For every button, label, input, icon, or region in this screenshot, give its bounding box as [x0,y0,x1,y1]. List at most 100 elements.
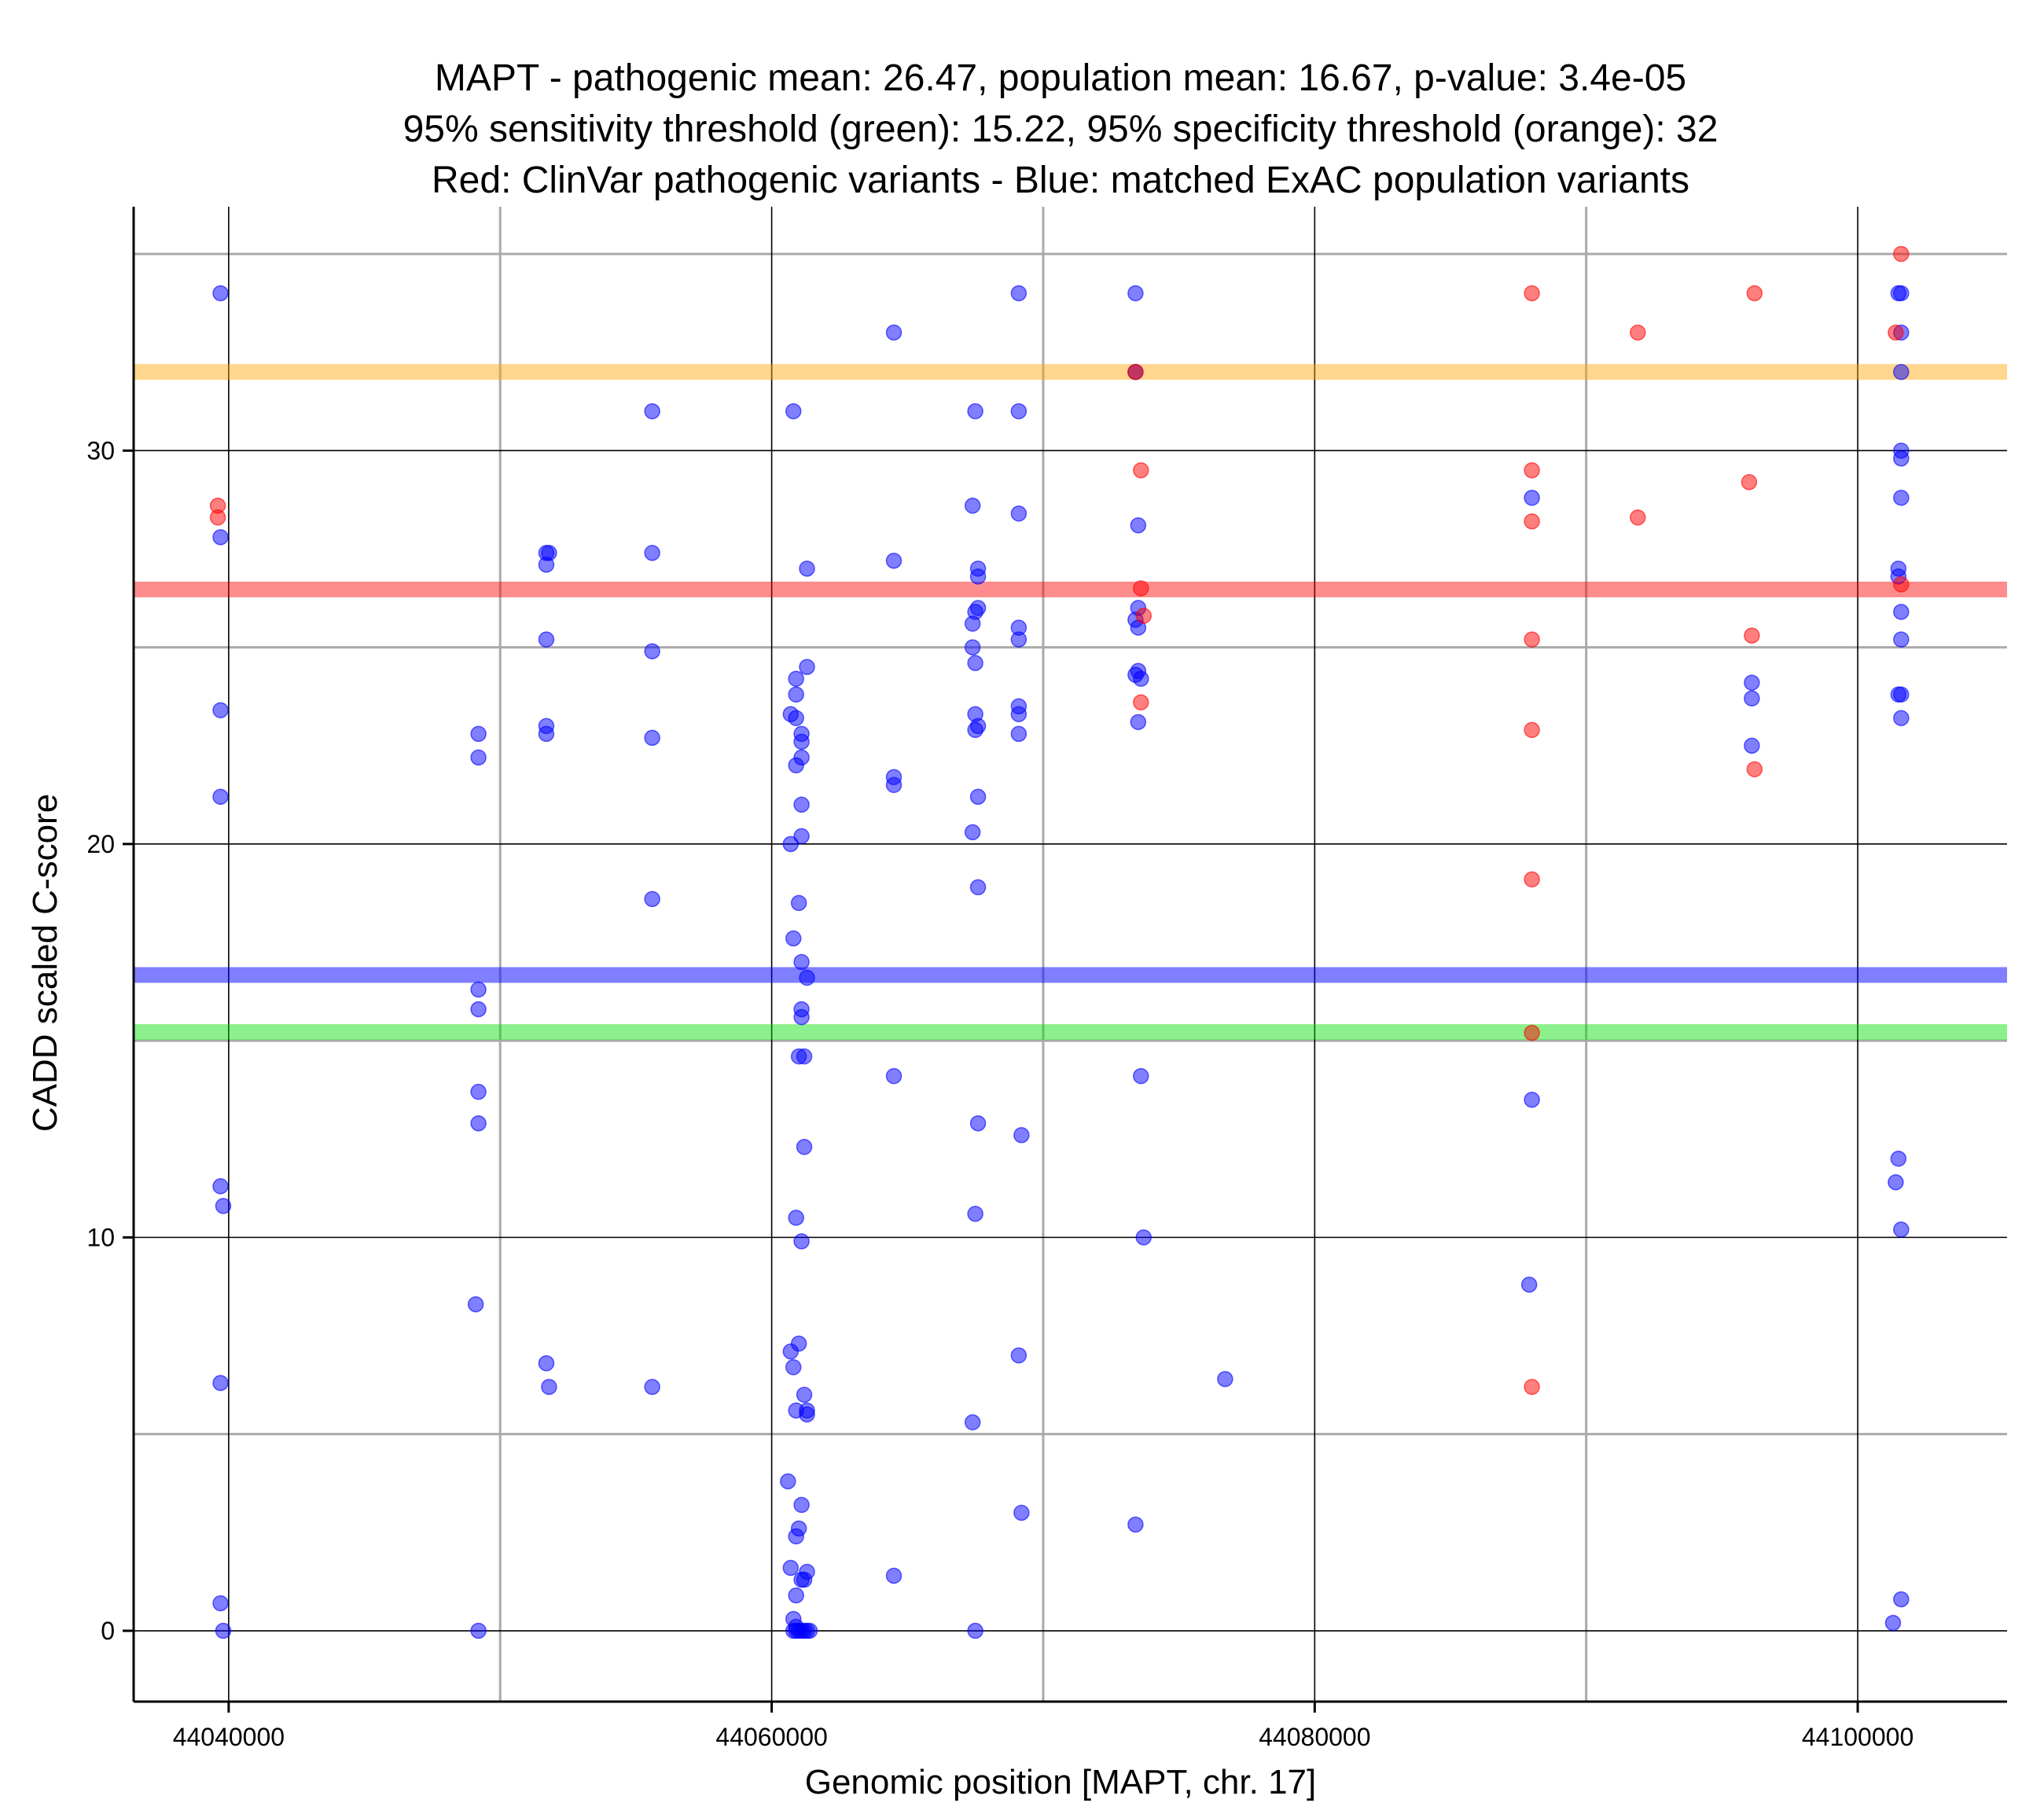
y-tick-label: 20 [86,830,115,858]
population-variant-point [1217,1371,1233,1387]
population-variant-point [1744,674,1760,691]
population-variant-point [969,568,987,585]
population-variant-point [644,545,660,561]
population-variant-point [1893,363,1910,380]
population-variant-point [212,788,229,806]
pathogenic-variant-point [1524,285,1540,302]
population-variant-point [470,981,487,998]
population-variant-point [1010,1347,1028,1364]
population-variant-point [964,824,981,841]
population-variant-point [470,1622,487,1640]
population-variant-point [470,725,487,742]
population-variant-point [470,749,487,766]
population-variant-point [788,757,804,773]
population-variant-point [1013,1504,1030,1521]
population-variant-point [1893,285,1910,302]
population-variant-point [538,725,555,742]
population-variant-point [541,1379,557,1395]
axes [123,207,2007,1713]
pathogenic-variant-point [1893,245,1910,263]
population-variant-point [470,1114,487,1132]
pathogenic-variant-point [1133,462,1149,479]
population-variant-point [1127,1516,1144,1533]
x-tick-label: 44060000 [715,1723,827,1751]
population-variant-point [212,1375,229,1391]
population-variant-point [1893,631,1910,648]
population-variant-point [796,1386,813,1403]
population-variant-point [967,722,983,738]
pathogenic-variant-point [1888,324,1904,341]
x-tick-label: 44080000 [1259,1723,1370,1751]
population-variant-point [793,1496,810,1513]
population-variant-point [1893,490,1910,506]
population-variant-point [782,835,800,853]
y-tick-label: 30 [86,436,115,465]
population-variant-point [212,1595,229,1612]
pathogenic-variant-point [1135,608,1152,624]
pathogenic-variant-point [209,509,226,526]
population-variant-point [1893,710,1910,726]
population-variant-point [1133,1067,1149,1085]
population-variant-point [215,1622,232,1640]
population-variant-point [788,710,804,726]
pathogenic-variant-point [1524,462,1540,479]
population-variant-point [885,324,903,341]
population-variant-point [1890,1151,1907,1167]
population-variant-point [788,1210,804,1226]
population-variant-point [969,879,987,896]
title-line-3: Red: ClinVar pathogenic variants - Blue:… [432,160,1689,201]
population-variant-point [780,1473,796,1489]
population-variant-point [799,659,815,675]
pathogenic-variant-point [1524,722,1540,738]
pathogenic-variant-point [1524,513,1540,530]
population-variant-point [790,894,807,912]
population-variant-point [1013,1126,1030,1144]
population-variant-point [1884,1614,1902,1632]
population-variant-point [1130,517,1147,534]
population-variant-point [212,1178,229,1195]
population-variant-point [967,1622,983,1640]
reference-lines [134,364,2007,1041]
pathogenic-variant-point [1127,363,1144,380]
population-variant-point [885,1067,903,1085]
population-variant-point [967,655,983,671]
population-variant-point [644,1379,660,1395]
population-variant-point [1130,714,1147,730]
population-variant-point [212,529,229,545]
population-variant-point [885,777,903,794]
population-variant-point [964,639,981,655]
pathogenic-variant-point [1630,509,1646,526]
population-variant-point [967,403,983,420]
population-variant-point [799,1406,815,1423]
population-variant-point [964,1414,981,1430]
population-variant-point [799,969,815,986]
population-variant-point [470,1083,487,1100]
population-variant-point [1520,1276,1538,1293]
population-variant-point [967,1206,983,1222]
population-variant-point [1010,505,1028,522]
tick-labels: 0 10 20 30 44040000 44060000 44080000 44100000 [86,436,1913,1751]
population-variant-point [538,631,555,648]
y-tick-label: 0 [101,1617,115,1645]
population-variant-point [1524,490,1540,506]
population-variant-point [470,1001,487,1018]
population-variant-point [1010,706,1028,722]
population-variant-point [964,498,981,514]
population-variant-point [467,1296,484,1313]
x-axis-label: Genomic position [MAPT, chr. 17] [805,1763,1317,1801]
population-variant-point [1010,285,1028,302]
population-variant-point [793,1571,810,1588]
population-variant-point [801,1622,818,1640]
pathogenic-variant-point [1893,576,1910,593]
title-line-2: 95% sensitivity threshold (green): 15.22… [403,108,1719,150]
population-variant-point [1893,450,1910,467]
population-variant-point [782,1343,800,1360]
population-variant-point [793,953,810,971]
population-variant-point [793,1008,810,1026]
population-variant-point [1010,725,1028,742]
population-variant-point [785,403,802,420]
population-variant-point [1133,670,1149,687]
pathogenic-variant-point [1746,285,1763,302]
population-variant-point [644,729,660,746]
